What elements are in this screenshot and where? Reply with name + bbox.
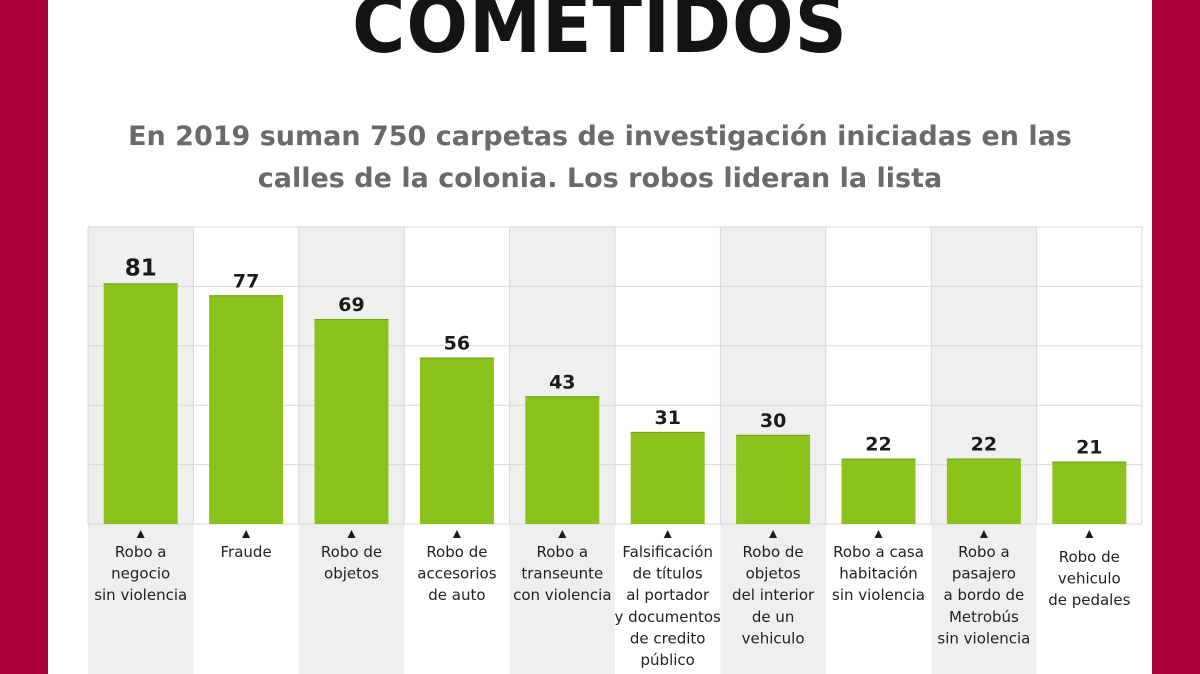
data-label-5: 43 (549, 371, 575, 393)
category-label-4-line-3: de auto (428, 586, 485, 604)
bar-1 (103, 283, 178, 524)
bar-7 (736, 434, 811, 524)
data-label-9: 22 (971, 434, 997, 456)
data-label-2: 77 (233, 270, 259, 292)
category-label-1-line-1: Robo a (115, 543, 167, 561)
marker-triangle-3 (347, 530, 356, 538)
category-label-9-line-1: Robo a (958, 543, 1010, 561)
category-label-1-line-3: sin violencia (94, 586, 187, 604)
data-label-6: 31 (654, 407, 680, 429)
category-label-3-line-1: Robo de (321, 543, 382, 561)
data-label-3: 69 (338, 294, 364, 316)
category-label-8-line-1: Robo a casa (833, 543, 924, 561)
category-label-1-line-2: negocio (111, 565, 170, 583)
category-label-9-line-5: sin violencia (937, 629, 1030, 647)
bar-6 (630, 431, 705, 524)
marker-triangle-7 (769, 530, 778, 538)
bar-5 (525, 396, 600, 524)
bar-2 (209, 295, 284, 524)
category-label-4-line-2: accesorios (417, 565, 496, 583)
data-label-8: 22 (865, 434, 891, 456)
subtitle-line-1: En 2019 suman 750 carpetas de investigac… (128, 121, 1072, 152)
page-subtitle: En 2019 suman 750 carpetas de investigac… (128, 116, 1072, 200)
category-label-9-line-3: a bordo de (944, 586, 1025, 604)
marker-triangle-10 (1085, 530, 1094, 538)
category-label-10-line-2: vehiculo (1058, 570, 1121, 588)
bar-chart: 81 Robo a negocio sin violencia 77 Fraude 69 Ro… (87, 226, 1143, 674)
bar-10 (1052, 461, 1127, 524)
category-label-8-line-2: habitación (839, 565, 918, 583)
category-label-7-line-3: del interior (732, 586, 815, 604)
data-label-4: 56 (444, 333, 470, 355)
category-label-7-line-4: de un (752, 608, 795, 626)
data-label-1: 81 (125, 255, 157, 281)
bar-9 (946, 458, 1021, 524)
bar-3 (314, 319, 389, 524)
category-label-6-line-2: de títulos (633, 565, 703, 583)
marker-triangle-9 (979, 530, 988, 538)
category-label-3-line-2: objetos (324, 565, 379, 583)
category-label-9-line-2: pasajero (952, 565, 1016, 583)
category-label-5-line-2: transeunte (521, 565, 603, 583)
marker-triangle-6 (663, 530, 672, 538)
bar-4 (419, 357, 494, 524)
category-label-8-line-3: sin violencia (832, 586, 925, 604)
infographic-panel: COMETIDOS En 2019 suman 750 carpetas de … (48, 0, 1152, 674)
data-label-10: 21 (1076, 437, 1102, 459)
category-label-5-line-1: Robo a (537, 543, 589, 561)
marker-triangle-4 (452, 530, 461, 538)
subtitle-line-2: calles de la colonia. Los robos lideran … (257, 163, 943, 194)
marker-triangle-1 (136, 530, 145, 538)
category-label-10-line-3: de pedales (1048, 591, 1130, 609)
category-label-6-line-1: Falsificación (622, 543, 713, 561)
data-label-7: 30 (760, 410, 786, 432)
category-label-7-line-1: Robo de (743, 543, 804, 561)
category-label-10-line-1: Robo de (1059, 548, 1120, 566)
page-title: COMETIDOS (352, 0, 848, 71)
marker-triangle-2 (242, 530, 251, 538)
category-label-2-line-1: Fraude (221, 543, 272, 561)
marker-triangle-8 (874, 530, 883, 538)
bar-8 (841, 458, 916, 524)
category-label-9-line-4: Metrobús (949, 608, 1019, 626)
category-label-6-line-5: de credito (630, 629, 706, 647)
marker-triangle-5 (558, 530, 567, 538)
category-label-7-line-5: vehiculo (742, 629, 805, 647)
category-label-5-line-3: con violencia (513, 586, 611, 604)
category-label-4-line-1: Robo de (426, 543, 487, 561)
category-label-7-line-2: objetos (746, 565, 801, 583)
category-label-6-line-6: público (641, 651, 695, 669)
category-label-6-line-4: y documentos (615, 608, 722, 626)
category-label-6-line-3: al portador (626, 586, 710, 604)
column-shade-9 (931, 227, 1037, 674)
